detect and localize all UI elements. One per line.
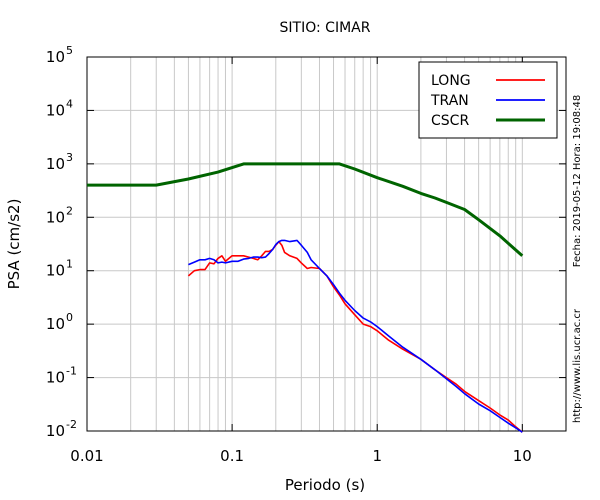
x-tick-label: 0.01 bbox=[70, 447, 103, 465]
y-axis-label: PSA (cm/s2) bbox=[5, 199, 23, 290]
series-line-cscr bbox=[87, 162, 524, 257]
y-tick-exponent: 1 bbox=[66, 258, 73, 271]
y-tick-label: 10 bbox=[46, 262, 65, 280]
y-tick-label: 10 bbox=[46, 101, 65, 119]
y-tick-label: 10 bbox=[46, 208, 65, 226]
y-tick-exponent: 4 bbox=[66, 97, 73, 110]
x-tick-label: 10 bbox=[513, 447, 532, 465]
legend-label-tran: TRAN bbox=[430, 93, 469, 109]
legend-label-cscr: CSCR bbox=[431, 113, 469, 129]
x-axis-label: Periodo (s) bbox=[285, 476, 365, 494]
y-tick-exponent: -2 bbox=[66, 418, 77, 431]
series-line-tran bbox=[188, 239, 523, 433]
y-tick-label: 10 bbox=[46, 155, 65, 173]
y-tick-exponent: 3 bbox=[66, 151, 73, 164]
y-tick-exponent: 0 bbox=[66, 311, 73, 324]
source-url-watermark: http://www.lis.ucr.ac.cr bbox=[572, 308, 583, 423]
timestamp-watermark: Fecha: 2019-05-12 Hora: 19:08:48 bbox=[572, 95, 583, 268]
y-tick-label: 10 bbox=[46, 422, 65, 440]
y-tick-label: 10 bbox=[46, 48, 65, 66]
series-lines bbox=[87, 162, 524, 433]
y-tick-exponent: -1 bbox=[66, 365, 77, 378]
legend: LONG TRAN CSCR bbox=[418, 61, 558, 139]
x-tick-label: 1 bbox=[372, 447, 382, 465]
plot-frame bbox=[86, 56, 567, 432]
y-tick-exponent: 2 bbox=[66, 204, 73, 217]
x-tick-label: 0.1 bbox=[220, 447, 244, 465]
chart-title: SITIO: CIMAR bbox=[280, 20, 371, 36]
y-tick-label: 10 bbox=[46, 369, 65, 387]
legend-label-long: LONG bbox=[431, 73, 471, 89]
y-tick-exponent: 5 bbox=[66, 44, 73, 57]
y-tick-label: 10 bbox=[46, 315, 65, 333]
